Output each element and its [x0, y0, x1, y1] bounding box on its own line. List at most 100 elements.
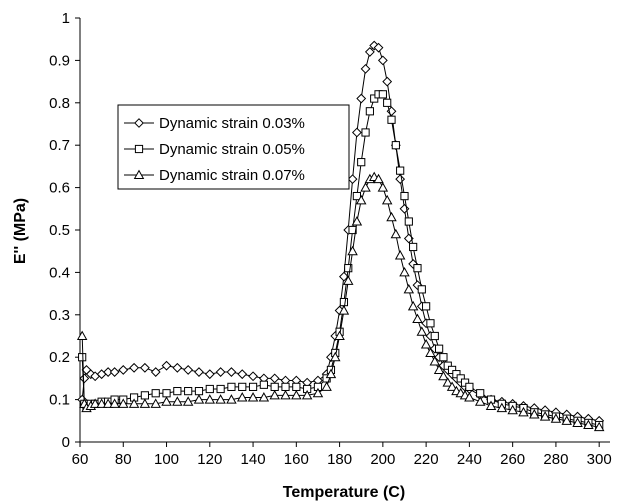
series-layer	[76, 40, 605, 432]
x-tick-label: 180	[327, 451, 352, 468]
data-point	[361, 128, 370, 137]
data-point	[417, 285, 426, 294]
data-point	[476, 389, 485, 398]
data-point	[460, 378, 470, 387]
data-point	[269, 389, 280, 400]
data-point	[561, 415, 572, 425]
data-point	[426, 319, 435, 328]
data-point	[394, 250, 406, 260]
y-tick-label: 0.1	[49, 392, 70, 409]
data-point	[128, 398, 140, 408]
data-point	[387, 115, 396, 124]
x-tick-label: 160	[284, 451, 309, 468]
x-axis-title: Temperature (C)	[283, 484, 405, 501]
data-point	[382, 76, 393, 87]
legend-box	[117, 104, 350, 190]
data-point	[150, 398, 161, 408]
data-point	[416, 326, 428, 336]
data-point	[439, 353, 448, 362]
y-tick-label: 0.5	[49, 222, 70, 239]
data-point	[391, 141, 400, 150]
data-point	[150, 367, 161, 377]
data-point	[325, 368, 337, 379]
legend-label: Dynamic strain 0.03%	[159, 115, 305, 132]
data-point	[550, 413, 562, 423]
data-point	[447, 365, 457, 375]
data-point	[183, 365, 194, 375]
data-point	[161, 396, 172, 406]
data-point	[370, 94, 379, 103]
data-point	[270, 382, 279, 391]
data-point	[390, 228, 402, 239]
data-point	[238, 382, 247, 391]
data-point	[365, 107, 374, 116]
data-point	[339, 271, 349, 282]
data-point	[407, 300, 419, 311]
data-point	[151, 389, 160, 398]
data-point	[425, 347, 436, 357]
data-point	[258, 392, 270, 402]
data-point	[593, 421, 605, 432]
data-point	[204, 369, 215, 380]
data-point	[204, 394, 216, 404]
data-point	[474, 396, 486, 406]
legend-label: Dynamic strain 0.07%	[159, 167, 305, 184]
data-point	[518, 406, 529, 417]
data-point	[78, 353, 87, 362]
data-point	[237, 369, 248, 380]
data-point	[347, 245, 358, 256]
y-tick-label: 0.7	[49, 137, 70, 154]
data-point	[103, 367, 114, 377]
y-tick-label: 0.8	[49, 95, 70, 112]
data-point	[438, 370, 449, 381]
data-point	[381, 194, 393, 205]
data-point	[330, 351, 341, 362]
data-point	[89, 398, 101, 408]
y-axis-title: E'' (MPa)	[12, 198, 29, 264]
data-point	[248, 371, 258, 382]
series-square	[78, 90, 604, 430]
x-tick-label: 120	[197, 451, 222, 468]
data-point	[312, 387, 324, 398]
data-point	[409, 242, 418, 252]
data-point	[139, 398, 151, 408]
data-point	[413, 264, 422, 273]
data-point	[429, 356, 441, 366]
data-point	[383, 98, 392, 107]
legend-items: Dynamic strain 0.03% Dynamic strain 0.05%…	[124, 115, 305, 184]
legend-marker	[133, 169, 145, 180]
data-point	[129, 362, 139, 373]
data-point	[496, 402, 508, 413]
data-point	[430, 331, 439, 341]
data-point	[344, 264, 353, 273]
data-point	[161, 360, 172, 371]
x-tick-label: 220	[414, 451, 439, 468]
data-point	[360, 182, 371, 192]
data-point	[420, 339, 432, 349]
legend-marker	[134, 144, 144, 154]
data-point	[96, 398, 107, 408]
data-point	[182, 396, 194, 406]
data-point	[485, 400, 497, 410]
data-point	[118, 398, 129, 408]
data-point	[339, 297, 349, 307]
data-point	[465, 382, 474, 391]
y-tick-label: 0.4	[49, 264, 70, 281]
data-point	[442, 377, 454, 387]
data-point	[452, 370, 461, 379]
data-point	[259, 380, 268, 389]
data-point	[76, 330, 88, 341]
y-tick-label: 0.3	[49, 307, 70, 324]
data-point	[396, 166, 405, 175]
data-point	[378, 90, 387, 99]
data-point	[403, 283, 415, 294]
data-point	[102, 398, 114, 408]
data-point	[226, 367, 237, 377]
x-tick-label: 80	[115, 451, 132, 468]
data-point	[226, 394, 237, 404]
data-point	[140, 391, 149, 400]
legend-label: Dynamic strain 0.05%	[159, 141, 305, 158]
data-point	[422, 302, 431, 311]
data-point	[507, 404, 518, 415]
data-point	[172, 362, 183, 373]
